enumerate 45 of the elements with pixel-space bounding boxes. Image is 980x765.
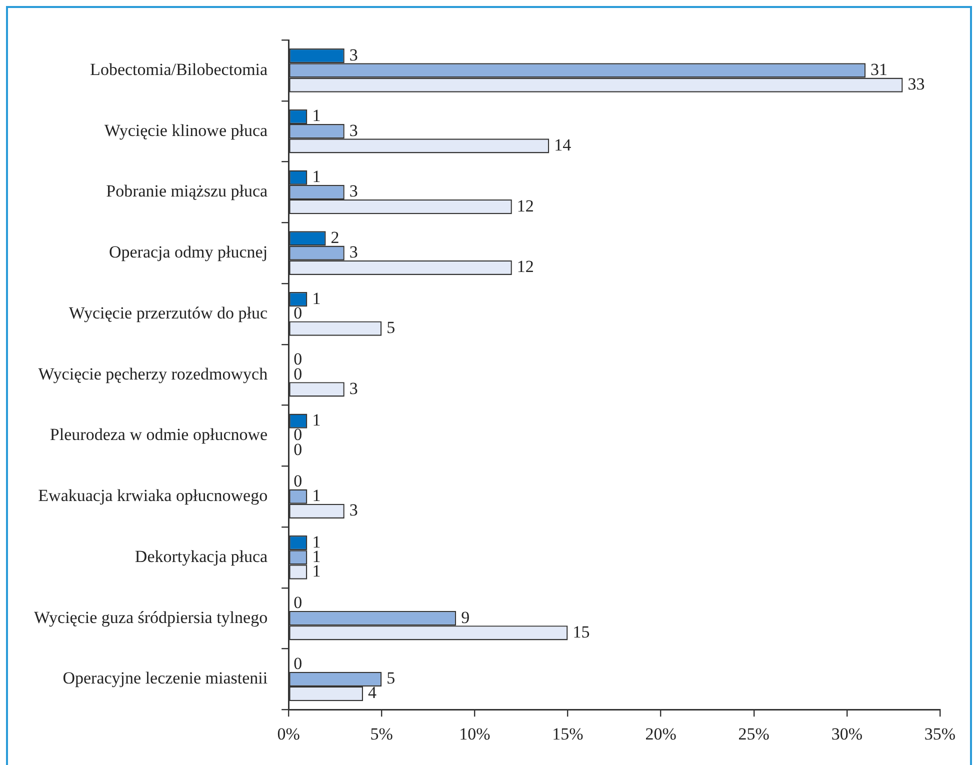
y-tick-label: Wycięcie guza śródpiersia tylnego (34, 608, 268, 627)
x-tick-label: 15% (552, 724, 584, 744)
data-label: 31 (870, 60, 888, 79)
data-label: 1 (312, 486, 321, 506)
x-tick-label: 10% (459, 724, 490, 744)
y-tick-label: Wycięcie pęcherzy rozedmowych (38, 364, 268, 384)
x-tick-label: 35% (924, 724, 956, 744)
y-tick-label: Lobectomia/Bilobectomia (90, 60, 268, 79)
data-label: 1 (312, 410, 321, 430)
y-tick-label: Pobranie miąższu płuca (106, 182, 268, 201)
data-label: 3 (349, 120, 358, 140)
data-label: 12 (516, 196, 534, 216)
y-tick-label: Wycięcie przerzutów do płuc (68, 303, 268, 322)
data-label: 3 (349, 182, 358, 201)
y-tick-label: Operacyjne leczenie miastenii (62, 668, 268, 688)
y-tick-label: Wycięcie klinowe płuca (104, 120, 268, 140)
x-tick-label: 25% (738, 724, 770, 744)
y-tick-label: Ewakuacja krwiaka opłucnowego (38, 486, 268, 506)
data-label: 9 (461, 608, 470, 627)
x-tick-label: 5% (370, 724, 393, 744)
y-tick-label: Dekortykacja płuca (134, 546, 268, 566)
data-label: 3 (349, 500, 358, 520)
x-tick-label: 0% (277, 724, 300, 744)
data-label: 0 (294, 654, 302, 674)
data-label: 14 (554, 135, 572, 154)
data-label: 33 (908, 74, 925, 94)
data-label: 5 (386, 668, 396, 688)
data-label: 1 (312, 106, 321, 126)
data-label: 0 (294, 303, 302, 322)
data-label: 1 (312, 167, 321, 186)
data-label: 0 (294, 471, 302, 490)
data-label: 3 (349, 378, 358, 398)
x-tick-label: 30% (831, 724, 863, 744)
data-label: 2 (330, 228, 340, 247)
data-label: 15 (572, 622, 590, 642)
data-label: 5 (386, 318, 396, 338)
data-label: 3 (349, 45, 358, 64)
data-label: 1 (312, 288, 321, 308)
y-tick-label: Pleurodeza w odmie opłucnowe (50, 425, 268, 444)
y-tick-label: Operacja odmy płucnej (108, 242, 268, 262)
x-tick-label: 20% (645, 724, 676, 744)
data-label: 4 (368, 683, 378, 702)
data-label: 3 (349, 242, 358, 262)
data-label: 12 (516, 257, 534, 276)
data-label: 0 (294, 593, 302, 612)
